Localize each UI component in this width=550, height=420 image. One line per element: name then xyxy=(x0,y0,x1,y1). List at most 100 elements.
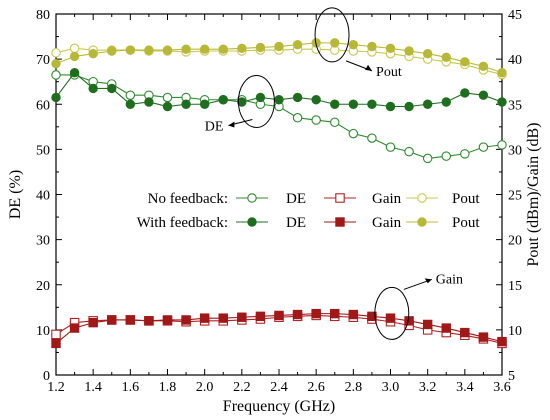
legend-marker xyxy=(335,193,345,203)
legend-marker xyxy=(417,217,427,227)
gain-arrowhead xyxy=(424,278,432,284)
data-point xyxy=(69,323,80,333)
data-point xyxy=(422,153,433,164)
data-point xyxy=(385,142,396,152)
data-point xyxy=(218,313,228,323)
data-point xyxy=(88,49,98,59)
legend-marker xyxy=(247,193,257,203)
data-point xyxy=(422,319,433,330)
data-point xyxy=(367,311,377,322)
data-point xyxy=(218,95,228,105)
data-point xyxy=(51,48,61,58)
data-point xyxy=(88,317,98,328)
data-point xyxy=(441,52,451,63)
legend-marker xyxy=(335,217,345,227)
x-tick-label: 3.2 xyxy=(419,380,437,395)
data-point xyxy=(330,308,340,319)
x-tick-label: 1.2 xyxy=(47,380,65,395)
y-right-tick-label: 35 xyxy=(508,98,522,113)
y-right-tick-label: 30 xyxy=(508,143,522,158)
data-point xyxy=(460,149,470,159)
data-point xyxy=(51,70,61,80)
data-point xyxy=(107,83,117,94)
de-annotation: DE xyxy=(205,119,224,134)
data-point xyxy=(237,97,247,107)
data-point xyxy=(348,128,359,139)
data-point xyxy=(125,45,136,55)
data-point xyxy=(255,311,266,322)
data-point xyxy=(385,101,396,112)
data-point xyxy=(404,46,414,56)
data-point xyxy=(404,101,414,112)
data-point xyxy=(478,142,489,152)
legend-entry-label: Pout xyxy=(452,191,480,207)
legend-entry-label: Gain xyxy=(372,215,402,231)
y-left-tick-label: 70 xyxy=(36,53,50,68)
data-point xyxy=(274,95,284,105)
data-point xyxy=(367,41,377,52)
x-axis-label: Frequency (GHz) xyxy=(223,398,335,415)
x-tick-label: 2.4 xyxy=(270,380,288,395)
data-point xyxy=(385,313,396,323)
data-point xyxy=(88,83,98,94)
data-point xyxy=(441,97,451,107)
data-point xyxy=(125,90,136,100)
pout-annotation: Pout xyxy=(376,65,402,80)
legend-row-label: No feedback: xyxy=(148,191,228,207)
data-point xyxy=(162,101,173,112)
data-point xyxy=(69,51,80,62)
data-point xyxy=(292,309,303,320)
legend-entry-label: Pout xyxy=(452,215,480,231)
data-point xyxy=(330,38,340,48)
data-point xyxy=(497,140,507,150)
data-point xyxy=(311,95,321,105)
y-right-tick-label: 45 xyxy=(508,8,522,23)
data-point xyxy=(199,44,210,54)
data-point xyxy=(460,57,470,67)
x-tick-label: 3.4 xyxy=(456,380,474,395)
data-point xyxy=(441,151,451,161)
data-point xyxy=(348,309,359,320)
data-point xyxy=(441,323,451,333)
y-left-tick-label: 40 xyxy=(36,189,50,204)
de-arrowhead xyxy=(228,121,235,128)
data-point xyxy=(404,316,414,326)
data-point xyxy=(348,39,359,50)
y-right-tick-label: 20 xyxy=(508,234,522,249)
gain-annotation: Gain xyxy=(436,272,463,287)
data-point xyxy=(218,44,228,54)
data-point xyxy=(144,97,154,107)
data-point xyxy=(255,92,266,103)
legend-marker xyxy=(417,193,427,203)
x-tick-label: 3.6 xyxy=(493,380,511,395)
y-left-axis-label: DE (%) xyxy=(7,170,24,219)
data-point xyxy=(107,315,117,325)
pout-arrowhead xyxy=(365,64,373,71)
legend-entry-label: DE xyxy=(286,215,306,231)
data-point xyxy=(51,329,61,340)
x-tick-label: 2.2 xyxy=(233,380,251,395)
data-point xyxy=(348,99,359,109)
data-point xyxy=(199,99,210,109)
y-left-tick-label: 60 xyxy=(36,98,50,113)
data-point xyxy=(460,327,470,338)
data-point xyxy=(237,312,247,322)
y-left-tick-label: 30 xyxy=(36,234,50,249)
data-point xyxy=(330,99,340,109)
de-ellipse xyxy=(237,74,275,128)
y-right-tick-label: 25 xyxy=(508,189,522,204)
data-point xyxy=(422,99,433,109)
y-left-tick-label: 0 xyxy=(43,369,50,384)
y-right-tick-label: 40 xyxy=(508,53,522,68)
y-right-tick-label: 10 xyxy=(508,324,522,339)
data-point xyxy=(107,46,117,56)
data-point xyxy=(404,146,414,157)
data-point xyxy=(69,67,80,78)
data-point xyxy=(125,99,136,109)
x-tick-label: 1.4 xyxy=(84,380,102,395)
data-point xyxy=(292,92,303,103)
data-point xyxy=(497,97,507,107)
pout-ellipse xyxy=(314,7,350,63)
data-point xyxy=(478,332,489,342)
data-point xyxy=(51,58,61,69)
